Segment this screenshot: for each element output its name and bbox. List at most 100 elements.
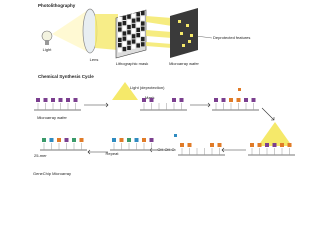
protecting-group [36, 98, 40, 102]
protecting-group [180, 143, 184, 147]
feature [178, 20, 181, 23]
protecting-group [217, 143, 222, 147]
diagram: Photolithography Light Lens Lithographic… [32, 3, 295, 177]
protecting-group [229, 98, 233, 102]
label: Light (deprotection) [130, 85, 165, 90]
label: Lithographic mask [116, 61, 148, 66]
mask-cell [127, 14, 131, 19]
mask-cell [118, 27, 122, 32]
label: Light [43, 47, 53, 52]
label: OH OH O [157, 147, 174, 152]
mask-cell [131, 29, 136, 34]
mask-cell [141, 11, 145, 16]
mask-cell [136, 22, 140, 27]
protecting-group [250, 143, 254, 147]
bulb [41, 30, 53, 42]
wafer [170, 8, 198, 58]
mask-cell [141, 42, 145, 47]
mask-cell [141, 16, 145, 21]
protecting-group [72, 138, 76, 142]
arrow [84, 102, 109, 108]
mask-cell [131, 44, 136, 49]
protecting-group [43, 98, 48, 102]
protecting-group [66, 98, 70, 102]
mask-cell [141, 37, 145, 42]
label: GeneChip Microarray [33, 171, 71, 176]
mask-cell [118, 32, 122, 37]
protecting-group [57, 138, 61, 142]
protecting-group [134, 138, 139, 142]
protecting-group [64, 138, 69, 142]
protecting-group [42, 138, 46, 142]
mask-cell [127, 19, 131, 24]
protecting-group [265, 143, 269, 147]
mask-cell [118, 48, 122, 53]
probes [34, 88, 295, 156]
label: Microarray wafer [169, 61, 199, 66]
protecting-group [214, 98, 218, 102]
protecting-group [142, 138, 146, 142]
light-beam [146, 42, 172, 48]
light-beam [95, 14, 118, 50]
bulb-base [45, 40, 49, 45]
mask-cell [136, 33, 140, 38]
arrow [190, 102, 211, 108]
light-cone [258, 122, 292, 146]
protecting-group [210, 143, 214, 147]
arrow [261, 107, 275, 121]
mask-cell [122, 26, 127, 31]
mask-cell [136, 43, 140, 48]
mask-cell [136, 27, 140, 32]
protecting-group [58, 98, 63, 102]
mask-cell [131, 18, 136, 23]
protecting-group [236, 98, 241, 102]
mask-cell [118, 37, 122, 42]
protecting-group [51, 98, 55, 102]
protecting-group [73, 98, 78, 102]
protecting-group [179, 98, 184, 102]
feature [180, 32, 183, 35]
wafer-features [178, 20, 193, 47]
mask-cell [122, 47, 127, 52]
arrow [87, 149, 108, 155]
protecting-group [79, 138, 84, 142]
mask-cell [127, 40, 131, 45]
mask-cell [141, 31, 145, 36]
light-beam [146, 30, 172, 38]
mask-cell [131, 34, 136, 39]
mask-cell [118, 22, 122, 27]
label: Microarray wafer [37, 115, 67, 120]
mask-cell [136, 38, 140, 43]
protecting-group [244, 98, 248, 102]
feature [186, 24, 189, 27]
label: Deprotected features [213, 35, 250, 40]
label: Mask [145, 95, 155, 100]
mask-cell [131, 13, 136, 18]
nucleotide [238, 88, 241, 91]
mask-cell [118, 17, 122, 22]
light-beam [146, 16, 172, 26]
mask-cell [122, 41, 127, 46]
section-title: Chemical Synthesis Cycle [38, 74, 94, 79]
mask-cell [127, 25, 131, 30]
protecting-group [149, 98, 154, 102]
section-title: Photolithography [38, 3, 76, 8]
arrow [221, 147, 246, 153]
feature [182, 44, 185, 47]
mask-cell [131, 23, 136, 28]
mask-grid [118, 11, 145, 53]
protecting-group [49, 138, 54, 142]
mask-cell [141, 21, 145, 26]
mask-cell [136, 17, 140, 22]
protecting-group [142, 98, 146, 102]
protecting-group [112, 138, 116, 142]
protecting-group [272, 143, 277, 147]
nucleotide [174, 134, 177, 137]
mask-cell [122, 21, 127, 26]
mask-cell [122, 15, 127, 20]
protecting-group [149, 138, 154, 142]
protecting-group [127, 138, 131, 142]
mask-cell [131, 39, 136, 44]
label: 25-mer [34, 153, 47, 158]
feature [188, 40, 191, 43]
